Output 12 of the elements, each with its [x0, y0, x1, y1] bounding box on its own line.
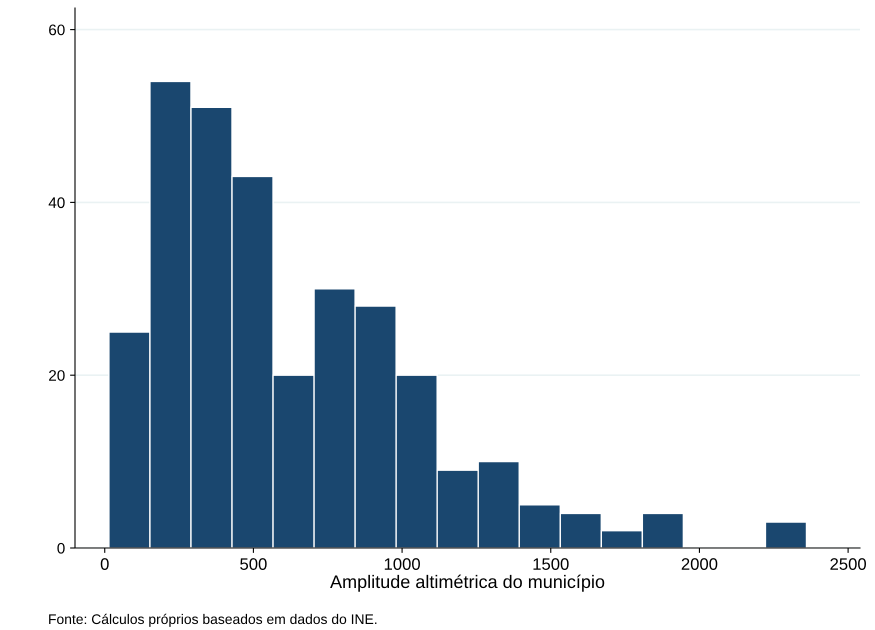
y-tick-label: 0 [57, 542, 65, 554]
x-tick-label: 1500 [533, 558, 569, 570]
y-tick-label: 20 [49, 370, 65, 381]
x-tick-label: 1000 [384, 558, 420, 570]
x-axis-title: Amplitude altimétrica do município [330, 574, 604, 592]
x-tick-label: 2500 [830, 558, 866, 570]
x-tick-label: 0 [100, 558, 109, 570]
y-tick-label: 60 [49, 24, 65, 36]
x-tick-label: 500 [240, 558, 267, 570]
x-tick-label: 2000 [682, 558, 718, 570]
y-tick-label: 40 [48, 197, 65, 208]
source-note: Fonte: Cálculos próprios baseados em dados do INE. [49, 614, 376, 627]
